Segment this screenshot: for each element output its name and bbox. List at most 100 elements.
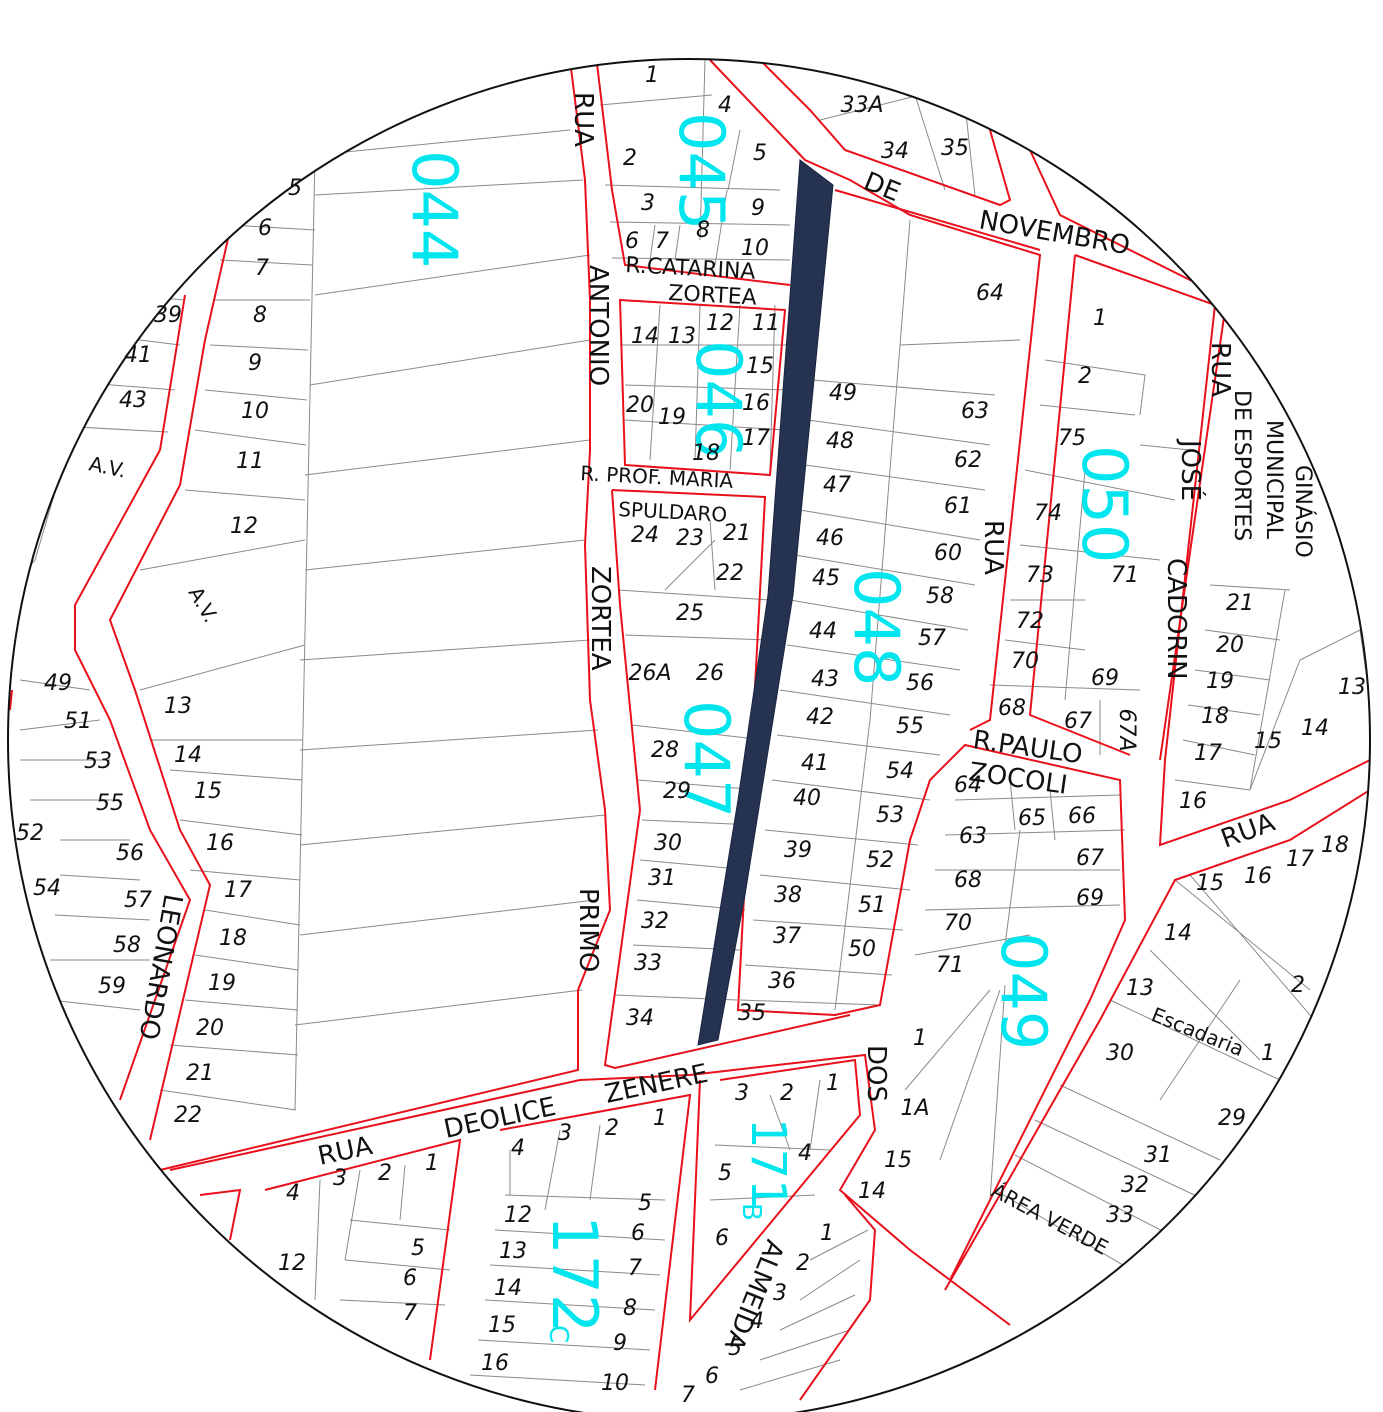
block-046: 046	[682, 340, 755, 458]
lot-number: 70	[944, 911, 972, 936]
lot-number: 65	[1018, 806, 1046, 831]
lot-number: 55	[96, 791, 124, 816]
lot-number: 69	[1091, 666, 1119, 691]
lot-number: 6	[258, 216, 272, 241]
lot-number: 6	[625, 229, 639, 254]
lot-number: 6	[715, 1226, 729, 1251]
lot-number: 28	[651, 738, 679, 763]
lot-number: 8	[696, 218, 710, 243]
lot-number: 35	[941, 136, 969, 161]
lot-number: 16	[481, 1351, 509, 1376]
lot-number: 32	[641, 909, 669, 934]
block-048: 048	[840, 568, 913, 686]
block-171-sub: B	[736, 1203, 766, 1221]
street-rua-antonio-zortea-1: RUA	[568, 92, 598, 147]
lot-number: 56	[116, 841, 144, 866]
lot-number: 5	[728, 1336, 742, 1361]
lot-number: 63	[959, 824, 987, 849]
lot-number: 39	[154, 303, 182, 328]
lot-number: 10	[241, 399, 269, 424]
lot-number: 2	[623, 146, 637, 171]
lot-number: 15	[1254, 729, 1282, 754]
street-ginasio-2: MUNICIPAL	[1261, 420, 1286, 540]
lot-number: 44	[809, 619, 837, 644]
lot-number: 9	[613, 1331, 627, 1356]
lot-number: 7	[681, 1383, 695, 1408]
lot-number: 22	[174, 1103, 202, 1128]
lot-number: 5	[288, 176, 302, 201]
lot-number: 31	[1144, 1143, 1172, 1168]
lot-number: 4	[718, 93, 732, 118]
lot-number: 62	[954, 448, 982, 473]
lot-number: 11	[236, 449, 264, 474]
lot-number: 19	[658, 405, 686, 430]
lot-number: 1	[1093, 306, 1107, 331]
lot-number: 15	[746, 354, 774, 379]
lot-number: 10	[601, 1371, 629, 1396]
lot-number: 3	[773, 1281, 787, 1306]
lot-number: 12	[230, 514, 258, 539]
lot-number: 19	[208, 971, 236, 996]
lot-number: 23	[676, 526, 704, 551]
lot-number: 58	[926, 584, 954, 609]
lot-number: 31	[648, 866, 676, 891]
street-prof-maria-2: SPULDARO	[618, 497, 728, 527]
lot-number: 41	[801, 751, 829, 776]
lot-number: 3	[333, 1166, 347, 1191]
lot-number: 17	[1286, 847, 1314, 872]
lot-number: 9	[248, 351, 262, 376]
lot-number: 21	[1226, 591, 1254, 616]
lot-number: 20	[1216, 633, 1244, 658]
lot-number: 4	[798, 1141, 812, 1166]
lot-number: 35	[738, 1001, 766, 1026]
lot-number: 48	[826, 429, 854, 454]
lot-number: 33	[634, 951, 662, 976]
street-dos: DOS	[861, 1045, 891, 1102]
lot-number: 1A	[900, 1096, 929, 1121]
lot-number: 10	[741, 236, 769, 261]
lot-number: 22	[716, 561, 744, 586]
street-rua-antonio-zortea-3: ZORTEA	[585, 566, 615, 671]
lot-number: 33	[1106, 1203, 1134, 1228]
lot-number: 8	[253, 303, 267, 328]
lot-number: 13	[499, 1239, 527, 1264]
lot-number: 72	[1016, 609, 1044, 634]
lot-number: 49	[829, 381, 857, 406]
lot-number: 15	[488, 1313, 516, 1338]
lot-number: 18	[219, 926, 247, 951]
lot-number: 5	[638, 1191, 652, 1216]
lot-number: 60	[934, 541, 962, 566]
lot-number: 1	[826, 1071, 840, 1096]
street-jose-cadorin-2: JOSÉ	[1175, 438, 1207, 501]
lot-number: 29	[1218, 1106, 1246, 1131]
lot-number: 13	[1126, 976, 1154, 1001]
lot-number: 18	[1201, 704, 1229, 729]
lot-number: 64	[976, 281, 1004, 306]
lot-number: 29	[663, 779, 691, 804]
lot-number: 6	[403, 1266, 417, 1291]
block-050: 050	[1068, 445, 1141, 563]
street-jose-cadorin-1: RUA	[1205, 342, 1235, 397]
lot-number: 7	[403, 1301, 417, 1326]
map-circle-border	[7, 58, 1371, 1412]
lot-number: 17	[224, 878, 252, 903]
lot-number: 68	[954, 868, 982, 893]
lot-number: 5	[411, 1236, 425, 1261]
lot-number: 15	[884, 1148, 912, 1173]
lot-number: 66	[1068, 804, 1096, 829]
lot-number: 74	[1034, 501, 1062, 526]
lot-number: 18	[1321, 833, 1349, 858]
lot-number: 4	[750, 1309, 764, 1334]
lot-number: 40	[793, 786, 821, 811]
lot-number: 2	[1078, 364, 1092, 389]
block-171: 171	[740, 1118, 796, 1210]
lot-number: 69	[1076, 886, 1104, 911]
lot-number: 52	[16, 821, 44, 846]
lot-number: 3	[558, 1121, 572, 1146]
block-044: 044	[398, 150, 471, 268]
lot-number: 43	[119, 388, 147, 413]
street-rua-antonio-zortea-2: ANTONIO	[583, 265, 613, 386]
lot-number: 56	[906, 671, 934, 696]
lot-number: 33A	[840, 93, 883, 118]
